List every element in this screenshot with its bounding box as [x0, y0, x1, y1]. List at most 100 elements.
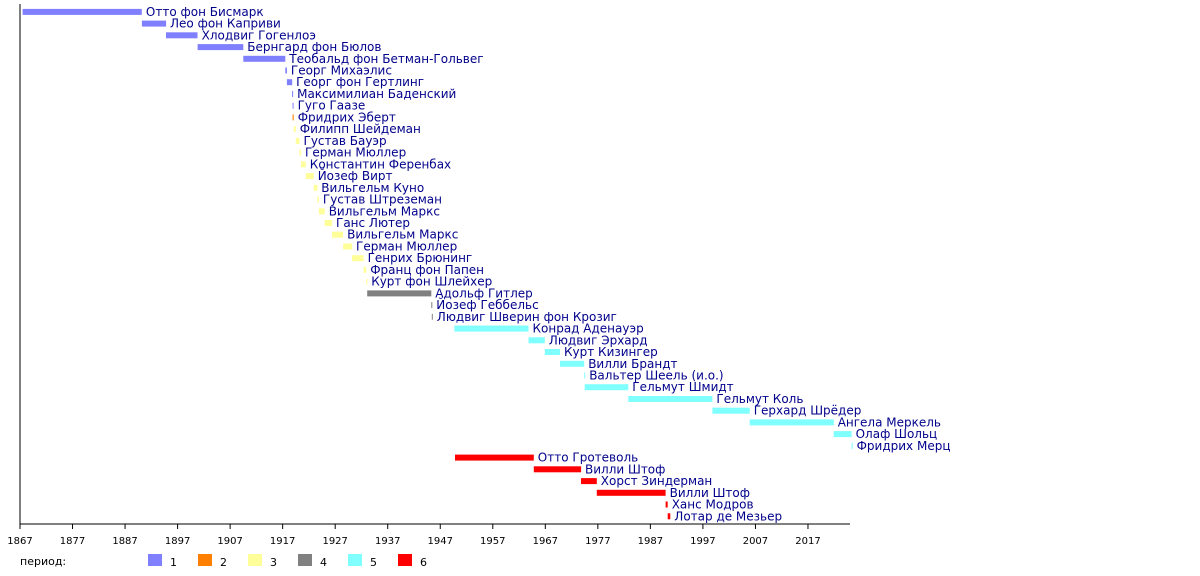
timeline-label: Отто фон Бисмарк	[146, 5, 264, 19]
legend-swatch	[348, 554, 362, 566]
timeline-label: Герман Мюллер	[305, 146, 406, 160]
timeline-label: Ханс Модров	[672, 498, 754, 512]
timeline-bar	[343, 243, 352, 250]
legend-label: 4	[320, 556, 327, 569]
timeline-bar	[431, 313, 433, 320]
x-tick-label: 2007	[743, 536, 768, 547]
timeline-bar	[584, 384, 629, 391]
x-tick-label: 1907	[217, 536, 242, 547]
timeline-label: Хлодвиг Гогенлоэ	[202, 28, 316, 42]
timeline-bar	[313, 184, 318, 191]
timeline-bar	[533, 466, 582, 473]
timeline-label: Фридрих Эберт	[298, 110, 396, 124]
timeline-bar	[665, 501, 668, 508]
timeline-bar	[292, 91, 294, 97]
timeline-label: Вилли Штоф	[585, 462, 665, 476]
timeline-bar	[292, 102, 294, 109]
x-tick-label: 1897	[165, 536, 190, 547]
timeline-label: Курт фон Шлейхер	[371, 275, 492, 289]
period-legend: период: 1 2 3 4 5 6	[20, 554, 427, 569]
timeline-label: Георг Михаэлис	[291, 64, 392, 78]
timeline-bar	[560, 360, 585, 367]
timeline-label: Отто Гротеволь	[538, 451, 638, 465]
timeline-label: Бернгард фон Бюлов	[247, 40, 381, 54]
timeline-bar	[324, 220, 333, 226]
x-tick-label: 1997	[690, 536, 715, 547]
timeline-label: Константин Ференбах	[310, 157, 451, 171]
timeline-bar	[454, 325, 529, 332]
legend-swatch	[148, 554, 162, 566]
timeline-label: Фридрих Мерц	[857, 439, 951, 453]
x-tick-label: 1917	[270, 536, 295, 547]
legend-label: 5	[370, 556, 377, 569]
timeline-bar	[305, 173, 314, 180]
legend-title: период:	[20, 555, 66, 568]
timeline-bar	[299, 149, 302, 156]
timeline-label: Людвиг Эрхард	[549, 333, 648, 347]
legend-label: 3	[270, 556, 277, 569]
x-tick-label: 1867	[7, 536, 32, 547]
x-tick-label: 1967	[533, 536, 558, 547]
timeline-label: Вальтер Шеель (и.о.)	[589, 369, 723, 383]
legend-label: 6	[420, 556, 427, 569]
axes	[19, 4, 850, 525]
timeline-label: Людвиг Шверин фон Крозиг	[437, 310, 617, 324]
timeline-bar	[285, 67, 287, 74]
timeline-bar	[363, 266, 367, 273]
timeline-bar	[431, 302, 433, 309]
timeline-bar	[581, 478, 597, 485]
legend-swatch	[198, 554, 212, 566]
timeline-label: Генрих Брюнинг	[368, 251, 473, 265]
timeline-label: Йозеф Геббельс	[436, 297, 538, 312]
timeline-bar	[295, 137, 300, 144]
timeline-label: Адольф Гитлер	[435, 286, 532, 300]
timeline-bar	[366, 278, 368, 285]
timeline-label: Филипп Шейдеман	[300, 122, 421, 136]
timeline-label: Конрад Аденауэр	[533, 322, 644, 336]
x-tick-label: 1887	[112, 536, 137, 547]
timeline-bar	[352, 255, 364, 262]
timeline-bar	[317, 196, 319, 203]
x-axis-ticks: 1867 1877 1887 1897 1907 1917 1927 1937 1947 1957…	[7, 524, 821, 547]
timeline-bar	[596, 489, 666, 496]
timeline-label: Лео фон Каприви	[170, 17, 281, 31]
x-tick-label: 1877	[60, 536, 85, 547]
timeline-bar	[367, 290, 432, 297]
timeline-bar	[544, 349, 560, 355]
timeline-label: Лотар де Мезьер	[674, 509, 782, 523]
timeline-bar	[318, 208, 325, 215]
timeline-label: Георг фон Гертлинг	[296, 75, 424, 89]
legend-label: 2	[220, 556, 227, 569]
timeline-bar	[628, 396, 713, 402]
timeline-bar	[667, 513, 671, 520]
x-tick-label: 1927	[322, 536, 347, 547]
timeline-label: Герхард Шрёдер	[754, 404, 862, 418]
timeline-bar	[455, 454, 534, 461]
x-tick-label: 2017	[795, 536, 820, 547]
x-tick-label: 1957	[480, 536, 505, 547]
x-tick-label: 1937	[375, 536, 400, 547]
timeline-label: Хорст Зиндерман	[601, 474, 712, 488]
timeline-bar	[141, 20, 167, 27]
x-tick-label: 1947	[428, 536, 453, 547]
timeline-label: Франц фон Папен	[370, 263, 484, 277]
timeline-label: Ганс Лютер	[336, 216, 410, 230]
timeline-label: Гельмут Коль	[716, 392, 803, 406]
timeline-bar	[243, 55, 286, 62]
timeline-label: Ангела Меркель	[838, 415, 941, 429]
legend-swatch	[298, 554, 312, 566]
timeline-bar	[22, 8, 142, 15]
timeline-label: Гельмут Шмидт	[632, 380, 733, 394]
timeline-label: Гуго Гаазе	[298, 99, 366, 113]
legend-swatch	[398, 554, 412, 566]
timeline-bar	[293, 126, 296, 133]
timeline-bars	[22, 8, 853, 520]
timeline-bar	[332, 231, 343, 238]
timeline-bar	[166, 32, 198, 39]
timeline-label: Олаф Шольц	[856, 427, 938, 441]
timeline-bar	[528, 337, 545, 344]
timeline-label: Курт Кизингер	[564, 345, 658, 359]
timeline-bar	[286, 79, 293, 86]
